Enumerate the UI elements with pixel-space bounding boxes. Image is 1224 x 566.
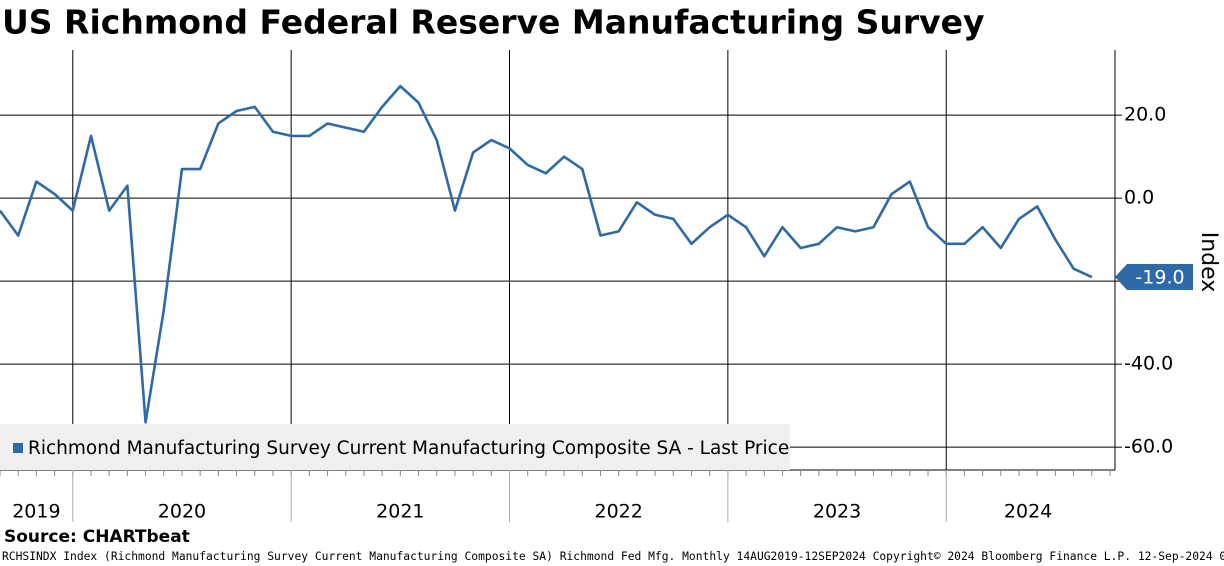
- last-price-label: -19.0: [1135, 267, 1184, 289]
- chart-title: US Richmond Federal Reserve Manufacturin…: [2, 3, 985, 42]
- x-tick-label: 2019: [12, 501, 60, 523]
- x-tick-label: 2020: [158, 501, 206, 523]
- y-axis-label: Index: [1196, 232, 1221, 293]
- legend-swatch: [13, 443, 23, 453]
- y-tick-label: -60.0: [1124, 436, 1173, 458]
- x-tick-label: 2021: [376, 501, 424, 523]
- y-tick-label: 0.0: [1124, 187, 1154, 209]
- footnote: RCHSINDX Index (Richmond Manufacturing S…: [2, 550, 1224, 563]
- y-tick-label: -40.0: [1124, 353, 1173, 375]
- x-tick-label: 2022: [595, 501, 643, 523]
- last-price-tag: [1115, 264, 1193, 291]
- y-tick-label: 20.0: [1124, 104, 1166, 126]
- series-line: [0, 84, 1093, 424]
- legend-label: Richmond Manufacturing Survey Current Ma…: [28, 438, 789, 459]
- x-tick-label: 2024: [1004, 501, 1052, 523]
- x-tick-label: 2023: [813, 501, 861, 523]
- source: Source: CHARTbeat: [4, 527, 190, 547]
- legend-box: [0, 424, 790, 470]
